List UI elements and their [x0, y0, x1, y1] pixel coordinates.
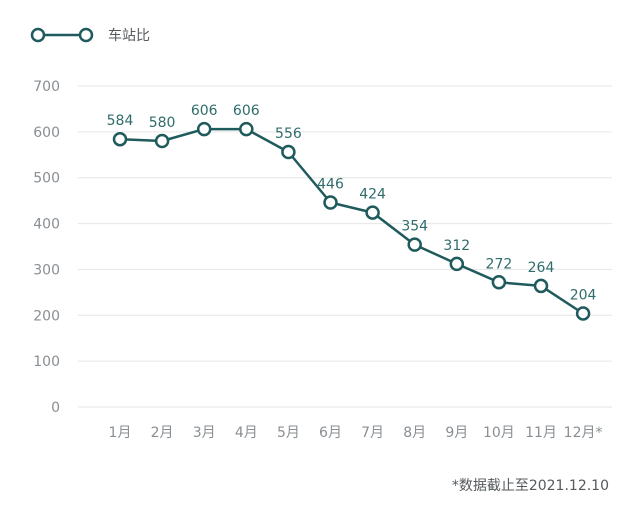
data-label: 446	[317, 176, 344, 192]
data-label: 264	[528, 260, 555, 276]
data-label: 354	[401, 219, 428, 235]
data-point-marker	[491, 275, 507, 290]
y-tick-label: 100	[33, 354, 60, 370]
legend: 车站比	[30, 27, 150, 44]
data-point-marker	[196, 121, 212, 137]
data-point-marker	[323, 195, 338, 210]
y-tick-label: 600	[33, 125, 60, 141]
data-label: 580	[149, 115, 176, 131]
data-point-marker	[239, 121, 254, 137]
x-tick-label: 10月	[483, 425, 515, 441]
data-label: 424	[359, 187, 386, 203]
legend-marker-right-icon	[78, 27, 94, 43]
x-tick-label: 8月	[403, 425, 426, 441]
y-tick-label: 500	[33, 171, 60, 187]
data-point-marker	[575, 306, 591, 321]
legend-marker-left-icon	[30, 27, 46, 43]
y-tick-label: 700	[33, 79, 60, 95]
data-label: 606	[233, 103, 260, 119]
x-tick-label: 2月	[151, 425, 174, 441]
x-tick-label: 11月	[525, 425, 557, 441]
data-point-marker	[449, 256, 465, 272]
x-tick-label: 12月*	[564, 425, 603, 441]
series-line-path	[119, 127, 584, 315]
x-tick-label: 3月	[193, 425, 216, 441]
y-axis-tick-labels: 0 100 200 300 400 500 600 700	[33, 79, 60, 416]
data-labels: 584 580 606 606 556 446 424 354 312 272 264 204	[107, 103, 597, 303]
legend-label: 车站比	[108, 27, 150, 44]
y-tick-label: 200	[33, 308, 60, 324]
x-tick-label: 6月	[319, 425, 342, 441]
x-tick-label: 7月	[361, 425, 384, 441]
series-markers	[112, 121, 591, 321]
x-tick-label: 9月	[445, 425, 468, 441]
data-point-marker	[365, 205, 380, 220]
x-tick-label: 4月	[235, 425, 258, 441]
series-line	[119, 127, 584, 315]
gridlines	[78, 85, 612, 408]
data-point-marker	[533, 278, 549, 294]
data-label: 272	[486, 256, 513, 272]
data-label: 584	[107, 113, 134, 129]
data-label: 556	[275, 126, 302, 142]
y-tick-label: 400	[33, 217, 60, 233]
data-point-marker	[281, 144, 296, 160]
data-point-marker	[154, 133, 170, 149]
data-label: 312	[443, 238, 470, 254]
y-tick-label: 0	[51, 400, 60, 416]
x-tick-label: 5月	[277, 425, 300, 441]
x-tick-label: 1月	[109, 425, 132, 441]
data-label: 606	[191, 103, 218, 119]
data-label: 204	[570, 287, 597, 303]
data-point-marker	[112, 131, 128, 147]
footnote: *数据截止至2021.12.10	[452, 478, 609, 494]
x-axis-tick-labels: 1月 2月 3月 4月 5月 6月 7月 8月 9月 10月 11月 12月*	[109, 425, 603, 441]
data-point-marker	[407, 237, 422, 252]
y-tick-label: 300	[33, 262, 60, 278]
